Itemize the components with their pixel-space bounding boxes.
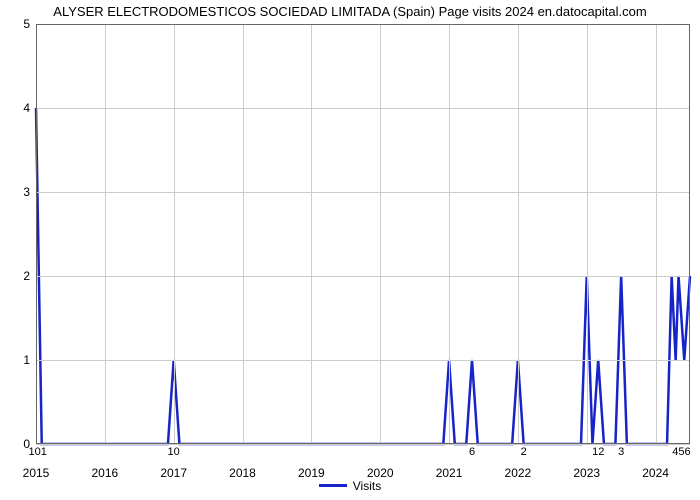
y-tick-label: 5 xyxy=(23,17,36,31)
data-point-label: 12 xyxy=(592,446,604,458)
y-tick-label: 3 xyxy=(23,185,36,199)
gridline-vertical xyxy=(656,24,657,444)
gridline-horizontal xyxy=(36,276,690,277)
legend-swatch xyxy=(319,484,347,487)
legend: Visits xyxy=(0,478,700,493)
axis-border xyxy=(689,24,690,444)
axis-border xyxy=(36,24,690,25)
chart-title: ALYSER ELECTRODOMESTICOS SOCIEDAD LIMITA… xyxy=(0,4,700,19)
y-tick-label: 4 xyxy=(23,101,36,115)
data-point-label: 10 xyxy=(168,446,180,458)
gridline-horizontal xyxy=(36,444,690,445)
data-point-label: 2 xyxy=(521,446,527,458)
gridline-vertical xyxy=(311,24,312,444)
line-chart-svg xyxy=(36,24,690,444)
gridline-horizontal xyxy=(36,360,690,361)
data-point-label: 101 xyxy=(29,446,47,458)
data-point-label: 3 xyxy=(618,446,624,458)
gridline-vertical xyxy=(587,24,588,444)
gridline-vertical xyxy=(174,24,175,444)
y-tick-label: 2 xyxy=(23,269,36,283)
gridline-vertical xyxy=(449,24,450,444)
gridline-horizontal xyxy=(36,108,690,109)
axis-border xyxy=(36,443,690,444)
gridline-vertical xyxy=(243,24,244,444)
gridline-vertical xyxy=(518,24,519,444)
data-point-label: 6 xyxy=(469,446,475,458)
axis-border xyxy=(36,24,37,444)
gridline-vertical xyxy=(105,24,106,444)
gridline-vertical xyxy=(380,24,381,444)
plot-area: 0123452015201620172018201920202021202220… xyxy=(36,24,690,444)
gridline-horizontal xyxy=(36,192,690,193)
data-point-label: 456 xyxy=(672,446,690,458)
y-tick-label: 1 xyxy=(23,353,36,367)
legend-label: Visits xyxy=(353,479,381,493)
